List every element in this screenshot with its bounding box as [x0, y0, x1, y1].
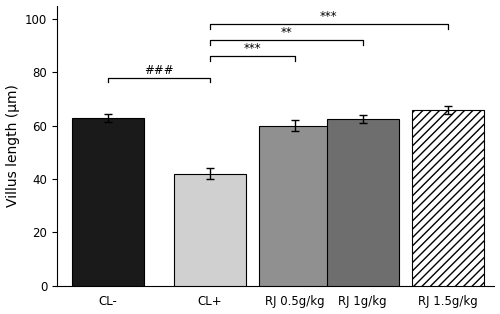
- Bar: [72, 118, 144, 286]
- Y-axis label: Villus length (μm): Villus length (μm): [6, 84, 20, 207]
- Bar: [326, 119, 399, 286]
- Bar: [174, 174, 246, 286]
- Text: ***: ***: [244, 42, 261, 56]
- Text: ###: ###: [144, 64, 174, 77]
- Bar: [412, 110, 484, 286]
- Text: ***: ***: [320, 10, 338, 24]
- Text: **: **: [280, 26, 292, 40]
- Bar: [259, 126, 331, 286]
